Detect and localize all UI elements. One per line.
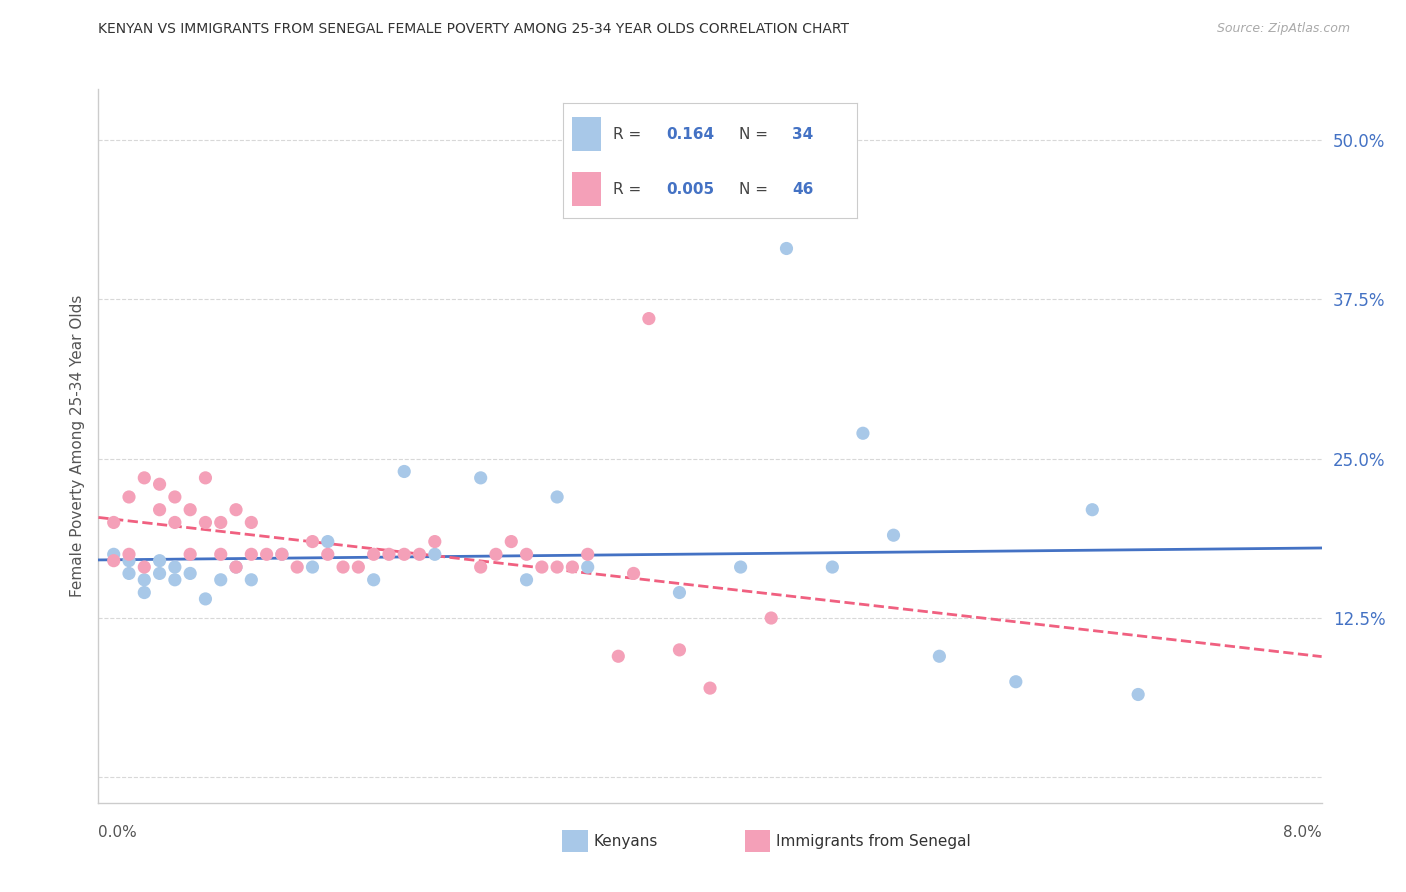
FancyBboxPatch shape <box>572 117 602 152</box>
Text: 46: 46 <box>792 182 814 196</box>
Point <box>637 311 661 326</box>
Point <box>561 560 583 574</box>
Point <box>149 554 172 568</box>
Point <box>225 502 247 516</box>
Point <box>408 547 430 561</box>
Text: R =: R = <box>613 127 647 142</box>
Point <box>285 560 308 574</box>
Point <box>607 649 630 664</box>
Point <box>118 554 141 568</box>
Point <box>392 547 416 561</box>
Point <box>163 490 186 504</box>
Text: N =: N = <box>740 127 773 142</box>
Point <box>668 585 690 599</box>
Point <box>256 547 278 561</box>
Point <box>470 560 492 574</box>
Point <box>576 560 599 574</box>
Point <box>332 560 354 574</box>
Point <box>240 573 263 587</box>
Point <box>546 490 568 504</box>
Text: 0.005: 0.005 <box>666 182 714 196</box>
Point <box>530 560 553 574</box>
Point <box>163 573 186 587</box>
Text: N =: N = <box>740 182 773 196</box>
Point <box>516 573 538 587</box>
Point <box>134 585 156 599</box>
Point <box>501 534 523 549</box>
Point <box>301 534 323 549</box>
Point <box>392 465 416 479</box>
Point <box>1081 502 1104 516</box>
Text: Immigrants from Senegal: Immigrants from Senegal <box>776 834 972 848</box>
Point <box>240 516 263 530</box>
Point <box>103 547 125 561</box>
Point <box>163 560 186 574</box>
Point <box>423 534 446 549</box>
Text: Kenyans: Kenyans <box>593 834 658 848</box>
Point <box>225 560 247 574</box>
Point <box>730 560 752 574</box>
Point <box>240 547 263 561</box>
Point <box>194 471 217 485</box>
Point <box>485 547 508 561</box>
Point <box>423 547 446 561</box>
Point <box>699 681 721 695</box>
Text: R =: R = <box>613 182 647 196</box>
Point <box>179 547 201 561</box>
Point <box>347 560 370 574</box>
Point <box>149 566 172 581</box>
Point <box>134 471 156 485</box>
Point <box>623 566 645 581</box>
Point <box>759 611 782 625</box>
Point <box>134 573 156 587</box>
Point <box>316 534 339 549</box>
Point <box>316 547 339 561</box>
Point <box>546 560 568 574</box>
Point <box>883 528 905 542</box>
Point <box>163 516 186 530</box>
Point <box>103 554 125 568</box>
Point <box>103 516 125 530</box>
Point <box>470 471 492 485</box>
Y-axis label: Female Poverty Among 25-34 Year Olds: Female Poverty Among 25-34 Year Olds <box>69 295 84 597</box>
Point <box>225 560 247 574</box>
Point <box>1128 688 1150 702</box>
Point <box>516 547 538 561</box>
Point <box>179 502 201 516</box>
Text: Source: ZipAtlas.com: Source: ZipAtlas.com <box>1216 22 1350 36</box>
Point <box>194 591 217 606</box>
Point <box>118 490 141 504</box>
Point <box>149 477 172 491</box>
Text: KENYAN VS IMMIGRANTS FROM SENEGAL FEMALE POVERTY AMONG 25-34 YEAR OLDS CORRELATI: KENYAN VS IMMIGRANTS FROM SENEGAL FEMALE… <box>98 22 849 37</box>
Point <box>301 560 323 574</box>
Point <box>775 242 797 256</box>
Point <box>1004 674 1026 689</box>
Point <box>149 502 172 516</box>
Point <box>668 643 690 657</box>
Text: 0.0%: 0.0% <box>98 825 138 840</box>
Point <box>363 547 385 561</box>
Text: 8.0%: 8.0% <box>1282 825 1322 840</box>
Point <box>378 547 401 561</box>
Text: 0.164: 0.164 <box>666 127 714 142</box>
Point <box>209 516 232 530</box>
Text: 34: 34 <box>792 127 814 142</box>
Point <box>363 573 385 587</box>
Point <box>118 566 141 581</box>
Point <box>852 426 875 441</box>
Point <box>270 547 294 561</box>
Point <box>270 547 294 561</box>
FancyBboxPatch shape <box>572 172 602 206</box>
Point <box>821 560 844 574</box>
Point <box>179 566 201 581</box>
Point <box>209 547 232 561</box>
Point <box>194 516 217 530</box>
Point <box>209 573 232 587</box>
Point <box>576 547 599 561</box>
Point <box>134 560 156 574</box>
Point <box>118 547 141 561</box>
Point <box>928 649 950 664</box>
